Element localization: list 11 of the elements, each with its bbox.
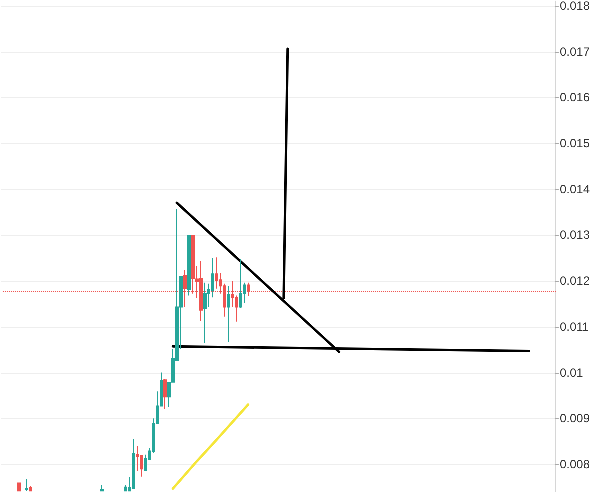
y-tick-label: 0.009 [560, 412, 590, 426]
y-tick-label: 0.008 [560, 457, 590, 472]
y-tick-label: 0.015 [560, 136, 590, 150]
y-tick-label: 0.012 [560, 274, 590, 288]
y-tick-label: 0.01 [560, 366, 584, 380]
y-tick-label: 0.014 [560, 182, 590, 196]
y-tick-label: 0.011 [560, 320, 590, 334]
y-tick-label: 0.016 [560, 90, 590, 105]
y-tick-label: 0.017 [560, 44, 590, 59]
y-tick-label: 0.018 [560, 0, 590, 13]
y-tick-label: 0.013 [560, 228, 590, 242]
